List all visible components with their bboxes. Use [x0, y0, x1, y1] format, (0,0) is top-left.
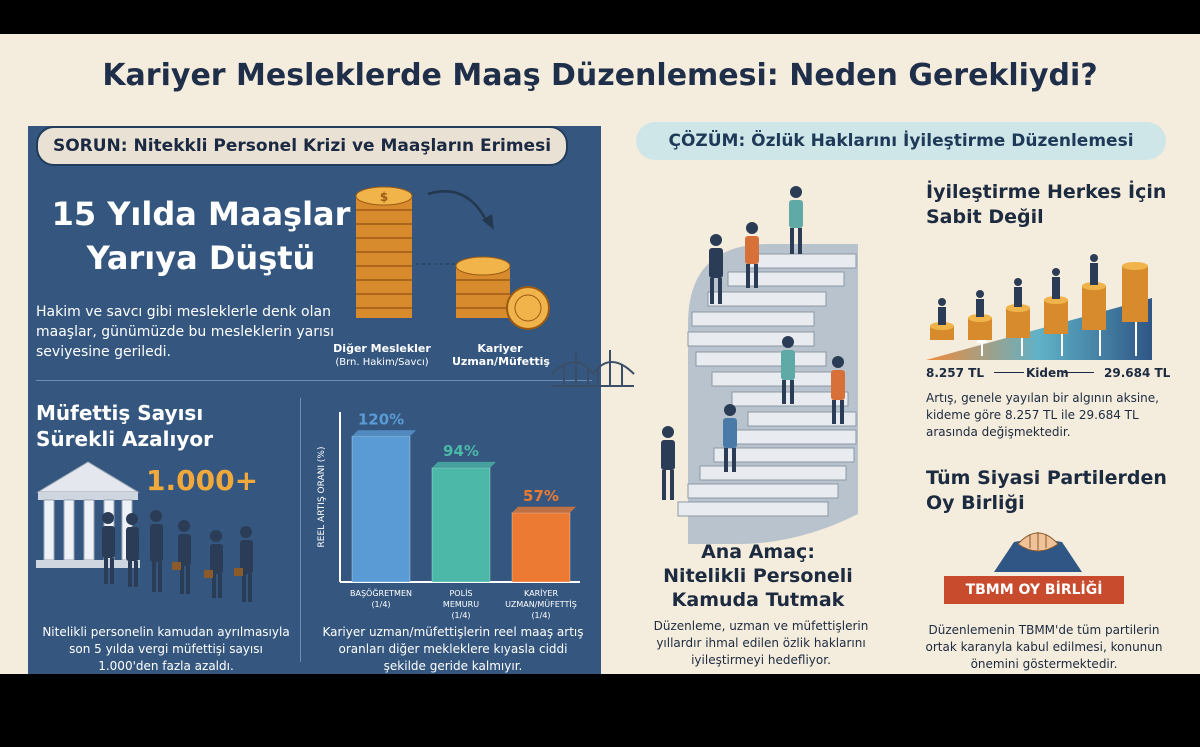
improve-heading-line1: İyileştirme Herkes İçin: [926, 181, 1167, 203]
seniority-gradient-illustration: [926, 254, 1152, 360]
bar-category-label-1-2: (1/4): [451, 611, 470, 620]
seniority-label: Kidem: [1026, 366, 1069, 380]
parties-heading-line2: Oy Birliği: [926, 492, 1025, 514]
inspector-heading-line1: Müfettiş Sayısı: [36, 401, 204, 425]
coin-left-subtitle: (Brn. Hakim/Savcı): [335, 357, 429, 368]
bar-category-label-1-0: POLİS: [449, 588, 472, 598]
min-salary-label: 8.257 TL: [926, 366, 984, 380]
y-axis-label: REEL ARTIŞ ORANI (%): [317, 447, 327, 548]
short-coin-stack-icon: [455, 256, 550, 330]
coin-stacks-illustration: $: [355, 186, 550, 330]
solution-pill: ÇÖZÜM: Özlük Haklarını İyileştirme Düzen…: [636, 122, 1166, 160]
bar-1: [431, 467, 491, 583]
scale-line-left: [994, 372, 1024, 373]
people-walking-icon: [102, 510, 253, 602]
inspector-big-number: 1.000+: [146, 464, 259, 497]
inspector-heading-line2: Sürekli Azalıyor: [36, 427, 214, 451]
bar-0: [351, 435, 411, 583]
inspector-heading: Müfettiş Sayısı Sürekli Azalıyor: [36, 400, 286, 452]
infographic: Kariyer Mesleklerde Maaş Düzenlemesi: Ne…: [0, 34, 1200, 674]
tbmm-banner: TBMM OY BİRLİĞİ: [944, 576, 1124, 604]
salary-increase-bar-chart: REEL ARTIŞ ORANI (%) 120% BAŞÖĞRETMEN (1/4)…: [317, 410, 580, 620]
salary-heading: 15 Yılda Maaşlar Yarıya Düştü: [36, 192, 366, 280]
spiral-staircase-illustration: [661, 186, 858, 544]
climbing-people-icon: [661, 186, 845, 500]
bar-category-label-2-1: UZMAN/MÜFETTİŞ: [505, 599, 577, 609]
bridge-icon: [551, 350, 635, 387]
improve-heading: İyileştirme Herkes İçin Sabit Değil: [926, 180, 1176, 230]
bar-top-0: [352, 430, 416, 437]
goal-heading: Ana Amaç: Nitelikli Personeli Kamuda Tut…: [652, 540, 864, 612]
tall-coin-stack-icon: $: [355, 186, 413, 318]
salary-heading-line2: Yarıya Düştü: [86, 239, 316, 277]
bar-category-label-2-0: KARİYER: [524, 588, 558, 598]
bar-top-1: [432, 461, 496, 468]
bar-top-2: [512, 506, 576, 513]
bar-category-label-2-2: (1/4): [531, 611, 550, 620]
coin-left-title: Diğer Meslekler: [333, 342, 431, 355]
bar-category-label-0-1: (1/4): [371, 600, 390, 609]
improve-heading-line2: Sabit Değil: [926, 206, 1044, 228]
parties-heading-line1: Tüm Siyasi Partilerden: [926, 467, 1167, 489]
handshake-icon: [994, 532, 1082, 572]
goal-heading-line1: Ana Amaç:: [701, 541, 815, 563]
salary-body: Hakim ve savcı gibi mesleklerle denk ola…: [36, 304, 335, 360]
bar-2: [511, 512, 571, 583]
coin-steps-icon: [930, 262, 1148, 340]
bar-category-label-0-0: BAŞÖĞRETMEN: [350, 587, 412, 598]
chart-body: Kariyer uzman/müfettişlerin reel maaş ar…: [322, 625, 584, 673]
divider-horizontal: [36, 380, 592, 381]
improve-body: Artış, genele yayılan bir algının aksine…: [926, 391, 1159, 439]
goal-body: Düzenleme, uzman ve müfettişlerin yıllar…: [653, 619, 869, 667]
problem-pill: SORUN: Nitekkli Personel Krizi ve Maaşla…: [36, 126, 568, 166]
bar-value-label-0: 120%: [358, 410, 404, 428]
bar-value-label-2: 57%: [523, 487, 559, 505]
salary-heading-line1: 15 Yılda Maaşlar: [51, 195, 351, 233]
parties-heading: Tüm Siyasi Partilerden Oy Birliği: [926, 466, 1176, 516]
parties-body: Düzenlemenin TBMM'de tüm partilerin orta…: [925, 623, 1163, 671]
bar-category-label-1-1: MEMURU: [443, 600, 479, 609]
bar-value-label-1: 94%: [443, 442, 479, 460]
page-title: Kariyer Mesleklerde Maaş Düzenlemesi: Ne…: [102, 58, 1098, 93]
divider-vertical: [300, 398, 301, 662]
goal-heading-line2: Nitelikli Personeli: [663, 565, 853, 587]
goal-heading-line3: Kamuda Tutmak: [671, 589, 845, 611]
inspector-body: Nitelikli personelin kamudan ayrılmasıyl…: [42, 625, 290, 673]
arrow-down-icon: [416, 190, 494, 265]
coin-right-title: Kariyer Uzman/Müfettiş: [452, 342, 550, 368]
scale-line-right: [1064, 372, 1094, 373]
svg-text:$: $: [380, 190, 388, 204]
max-salary-label: 29.684 TL: [1104, 366, 1171, 380]
